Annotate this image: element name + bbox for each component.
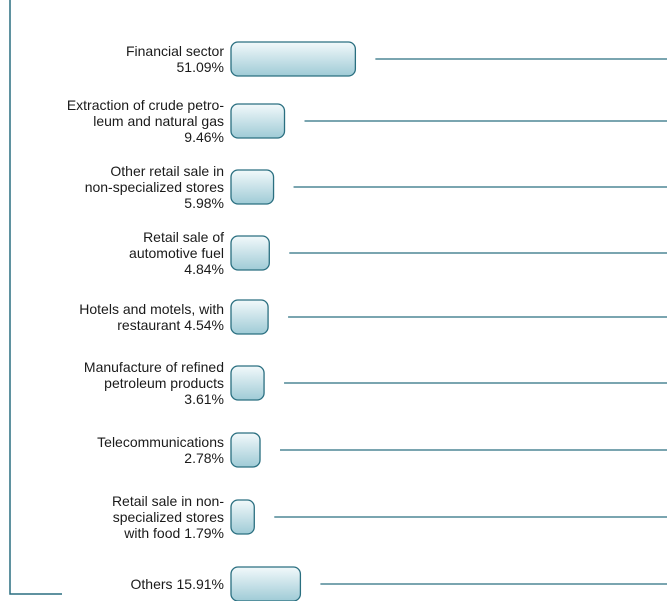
- value-label: 2.78%: [184, 450, 224, 466]
- label-line: Extraction of crude petro-: [67, 97, 225, 113]
- bar: [230, 169, 275, 205]
- label-line: restaurant: [117, 317, 180, 333]
- category-label: Retail sale in non-specialized stores wit…: [112, 493, 224, 541]
- bar: [230, 365, 265, 401]
- frame: [9, 0, 62, 595]
- bar: [230, 41, 357, 77]
- bar: [230, 566, 302, 601]
- bar: [230, 432, 261, 468]
- label-line: specialized stores: [113, 509, 224, 525]
- value-label: 4.84%: [184, 261, 224, 277]
- category-label: Manufacture of refined petroleum products…: [84, 359, 224, 407]
- value-label: 4.54%: [184, 317, 224, 333]
- bar: [230, 235, 270, 271]
- label-line: Telecommunications: [97, 434, 224, 450]
- category-label: Other retail sale in non-specialized stor…: [85, 163, 224, 211]
- label-line: Other retail sale in: [110, 163, 224, 179]
- label-line: Hotels and motels, with: [79, 301, 224, 317]
- value-label: 3.61%: [184, 391, 224, 407]
- bar: [230, 499, 255, 535]
- value-label: 9.46%: [184, 129, 224, 145]
- label-line: with food: [123, 525, 180, 541]
- bar: [230, 299, 269, 335]
- value-label: 51.09%: [177, 59, 224, 75]
- label-line: Manufacture of refined: [84, 359, 224, 375]
- category-label: Retail sale of automotive fuel 4.84%: [129, 229, 224, 277]
- label-line: Retail sale in non-: [112, 493, 224, 509]
- category-label: Others 15.91%: [131, 576, 225, 592]
- label-line: non-specialized stores: [85, 179, 224, 195]
- label-line: leum and natural gas: [93, 113, 224, 129]
- value-label: 1.79%: [184, 525, 224, 541]
- bar: [230, 103, 286, 139]
- category-label: Telecommunications 2.78%: [97, 434, 224, 466]
- value-label: 15.91%: [177, 576, 224, 592]
- value-label: 5.98%: [184, 195, 224, 211]
- label-line: Retail sale of: [143, 229, 224, 245]
- category-label: Hotels and motels, with restaurant 4.54%: [79, 301, 224, 333]
- category-label: Financial sector 51.09%: [126, 43, 224, 75]
- label-line: Others: [131, 576, 173, 592]
- label-line: Financial sector: [126, 43, 224, 59]
- label-line: automotive fuel: [129, 245, 224, 261]
- label-line: petroleum products: [104, 375, 224, 391]
- category-label: Extraction of crude petro-leum and natur…: [67, 97, 225, 145]
